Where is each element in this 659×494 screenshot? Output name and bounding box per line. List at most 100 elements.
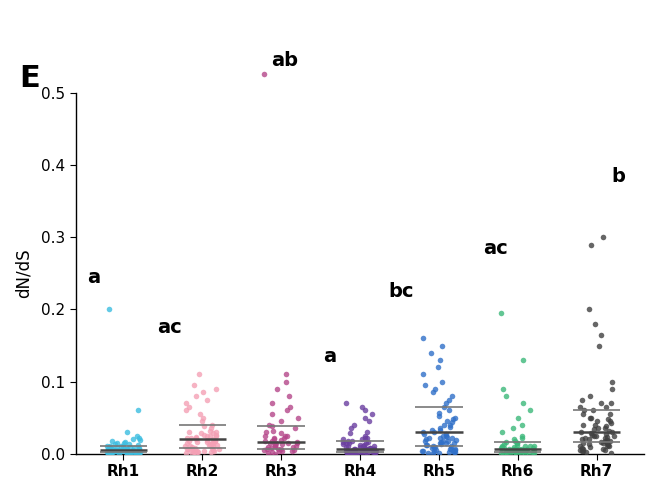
Point [129, 444, 139, 452]
Point [125, 448, 136, 456]
Point [260, 428, 271, 436]
Point [434, 435, 445, 443]
Point [132, 441, 143, 449]
Point [525, 407, 535, 414]
Point [356, 447, 366, 454]
Point [191, 435, 202, 443]
Point [206, 440, 217, 448]
Point [517, 421, 527, 429]
Point [360, 444, 370, 452]
Text: a: a [87, 268, 100, 287]
Point [208, 429, 218, 437]
Point [498, 450, 508, 457]
Point [287, 447, 297, 454]
Point [416, 447, 427, 454]
Point [351, 449, 361, 457]
Point [445, 443, 456, 451]
Point [272, 385, 282, 393]
Point [277, 440, 287, 448]
Point [438, 421, 449, 429]
Point [600, 422, 611, 430]
Point [436, 438, 447, 446]
Point [349, 445, 360, 453]
Point [577, 444, 587, 452]
Point [191, 449, 202, 457]
Point [276, 429, 287, 437]
Point [438, 432, 448, 440]
Point [600, 446, 611, 454]
Point [121, 445, 132, 453]
Point [439, 403, 449, 411]
Point [359, 445, 370, 453]
Point [341, 447, 351, 454]
Point [210, 431, 221, 439]
Point [268, 434, 279, 442]
Point [436, 377, 447, 385]
Point [111, 448, 122, 455]
Point [208, 442, 218, 450]
Point [183, 445, 193, 453]
Point [509, 448, 520, 456]
Point [511, 445, 522, 453]
Point [605, 410, 616, 418]
Point [509, 435, 519, 443]
Point [518, 447, 529, 454]
Point [363, 417, 374, 425]
Point [126, 450, 136, 457]
Point [260, 437, 270, 445]
Point [351, 446, 362, 454]
Point [181, 449, 192, 457]
Point [281, 370, 291, 378]
Point [285, 403, 295, 411]
Point [371, 447, 382, 454]
Point [206, 424, 217, 432]
Point [189, 448, 200, 456]
Point [206, 421, 217, 429]
Point [185, 443, 196, 451]
Point [182, 445, 192, 453]
Point [430, 443, 440, 451]
Point [360, 407, 371, 414]
Point [517, 446, 528, 454]
Point [341, 440, 351, 448]
Point [575, 446, 585, 454]
Point [279, 435, 289, 443]
Point [518, 399, 529, 407]
Point [269, 435, 279, 443]
Point [119, 448, 129, 455]
Point [529, 449, 539, 457]
Point [426, 426, 437, 434]
Point [338, 435, 349, 443]
Point [259, 446, 270, 454]
Point [182, 435, 192, 443]
Point [204, 441, 215, 449]
Point [436, 440, 446, 448]
Point [444, 421, 455, 429]
Point [102, 442, 113, 450]
Point [349, 449, 360, 457]
Point [589, 425, 600, 433]
Point [355, 450, 366, 457]
Point [496, 444, 506, 452]
Point [199, 422, 210, 430]
Point [361, 434, 372, 442]
Point [206, 448, 216, 456]
Point [367, 410, 378, 418]
Point [291, 442, 302, 450]
Point [267, 410, 277, 418]
Point [588, 432, 599, 440]
Point [198, 431, 209, 439]
Point [449, 448, 459, 456]
Text: ab: ab [272, 51, 299, 70]
Point [357, 435, 367, 443]
Point [124, 440, 134, 448]
Point [605, 417, 616, 425]
Point [586, 429, 596, 437]
Point [576, 428, 587, 436]
Point [585, 305, 595, 313]
Point [357, 403, 368, 411]
Point [449, 447, 459, 454]
Point [434, 412, 445, 420]
Point [197, 417, 208, 425]
Point [440, 439, 451, 447]
